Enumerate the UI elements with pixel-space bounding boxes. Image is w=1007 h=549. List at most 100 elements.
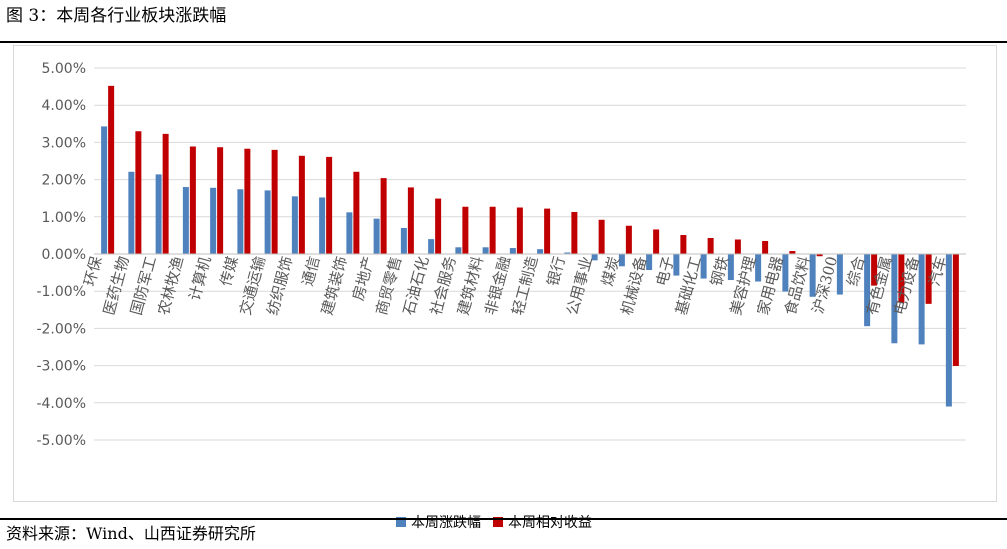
bar-relative-return [353, 171, 360, 254]
bar-relative-return [516, 207, 523, 254]
bar-relative-return [598, 219, 605, 254]
y-tick-label: 2.00% [42, 173, 86, 189]
bar-relative-return [162, 133, 169, 254]
bar-relative-return [898, 254, 905, 303]
bar-weekly-change [291, 196, 298, 254]
bar-weekly-change [128, 171, 135, 254]
bar-relative-return [489, 206, 496, 254]
category-label: 公用事业 [563, 254, 596, 317]
bottom-rule [0, 518, 1007, 520]
category-label: 计算机 [185, 254, 214, 302]
bar-relative-return [544, 208, 551, 254]
bar-weekly-change [864, 254, 871, 327]
category-label: 农林牧渔 [154, 254, 187, 317]
bar-relative-return [298, 155, 305, 254]
bar-relative-return [217, 147, 224, 254]
bar-weekly-change [564, 252, 571, 254]
bar-relative-return [925, 254, 932, 304]
category-label: 房地产 [349, 254, 378, 302]
bar-weekly-change [210, 187, 217, 254]
bar-relative-return [734, 239, 741, 254]
y-tick-label: 4.00% [42, 98, 86, 114]
bar-weekly-change [237, 189, 244, 254]
y-tick-label: 3.00% [42, 135, 86, 151]
legend-item-series-1: 本周涨跌幅 [396, 512, 481, 532]
bar-weekly-change [346, 212, 353, 254]
category-label: 纺织服饰 [263, 254, 296, 317]
bar-relative-return [816, 254, 823, 257]
bar-relative-return [680, 235, 687, 254]
category-label: 传媒 [217, 254, 242, 288]
category-label: 煤炭 [598, 254, 623, 288]
bar-weekly-change [264, 190, 271, 254]
bar-weekly-change [618, 254, 625, 267]
bar-relative-return [326, 156, 333, 254]
bar-relative-return [789, 251, 796, 254]
category-label: 钢铁 [707, 254, 732, 288]
legend-label-series-2: 本周相对收益 [508, 515, 592, 531]
bar-weekly-change [891, 254, 898, 344]
bar-weekly-change [727, 254, 734, 281]
top-rule [0, 41, 1007, 43]
bar-relative-return [380, 178, 387, 254]
chart-legend: 本周涨跌幅 本周相对收益 [396, 512, 598, 532]
bar-weekly-change [509, 248, 516, 254]
bar-relative-return [407, 187, 414, 254]
y-tick-label: -4.00% [36, 396, 86, 412]
bar-weekly-change [400, 227, 407, 254]
y-tick-label: 5.00% [42, 61, 86, 77]
category-label: 通信 [298, 254, 323, 288]
legend-swatch-series-1 [396, 517, 406, 527]
bar-relative-return [871, 254, 878, 286]
category-label: 电子 [653, 254, 678, 288]
bar-weekly-change [182, 187, 189, 254]
bar-relative-return [189, 146, 196, 254]
source-note: 资料来源：Wind、山西证券研究所 [6, 524, 256, 543]
bar-relative-return [952, 254, 959, 366]
bar-weekly-change [482, 247, 489, 254]
bar-relative-return [462, 206, 469, 254]
category-label: 银行 [544, 254, 569, 288]
bar-chart: 5.00% 4.00% 3.00% 2.00% 1.00% 0.00% -1.00% -2.0… [36, 61, 966, 449]
bar-relative-return [762, 240, 769, 254]
bar-weekly-change [755, 254, 762, 282]
bar-relative-return [571, 211, 578, 254]
bar-relative-return [625, 225, 632, 254]
y-tick-label: -1.00% [36, 284, 86, 300]
category-label: 建筑装饰 [318, 254, 351, 317]
bar-relative-return [435, 198, 442, 254]
bar-weekly-change [918, 254, 925, 345]
bar-relative-return [244, 148, 251, 254]
bar-weekly-change [101, 126, 108, 254]
bar-weekly-change [700, 254, 707, 279]
bar-weekly-change [836, 254, 843, 295]
legend-item-series-2: 本周相对收益 [493, 512, 592, 532]
bar-relative-return [108, 85, 115, 254]
y-tick-label: 1.00% [42, 210, 86, 226]
bar-weekly-change [373, 218, 380, 254]
y-tick-label: -3.00% [36, 359, 86, 375]
bar-relative-return [707, 238, 714, 254]
bar-weekly-change [537, 249, 544, 254]
bar-weekly-change [455, 247, 462, 254]
y-tick-label: -2.00% [36, 321, 86, 337]
bar-weekly-change [428, 239, 435, 254]
bar-relative-return [135, 131, 142, 254]
bar-weekly-change [809, 254, 816, 297]
figure-title: 图 3：本周各行业板块涨跌幅 [6, 6, 227, 26]
chart-area: 5.00% 4.00% 3.00% 2.00% 1.00% 0.00% -1.00% -2.0… [13, 45, 997, 531]
bar-weekly-change [591, 254, 598, 261]
bar-weekly-change [945, 254, 952, 407]
y-tick-label: 0.00% [42, 247, 86, 263]
bar-relative-return [653, 229, 660, 254]
category-label: 轻工制造 [509, 254, 542, 317]
y-tick-label: -5.00% [36, 433, 86, 449]
bar-weekly-change [155, 174, 162, 254]
bar-weekly-change [673, 254, 680, 276]
bar-relative-return [271, 149, 278, 254]
legend-swatch-series-2 [493, 517, 503, 527]
bar-weekly-change [782, 254, 789, 292]
bar-weekly-change [646, 254, 653, 270]
legend-label-series-1: 本周涨跌幅 [411, 515, 481, 531]
bar-weekly-change [319, 197, 326, 254]
